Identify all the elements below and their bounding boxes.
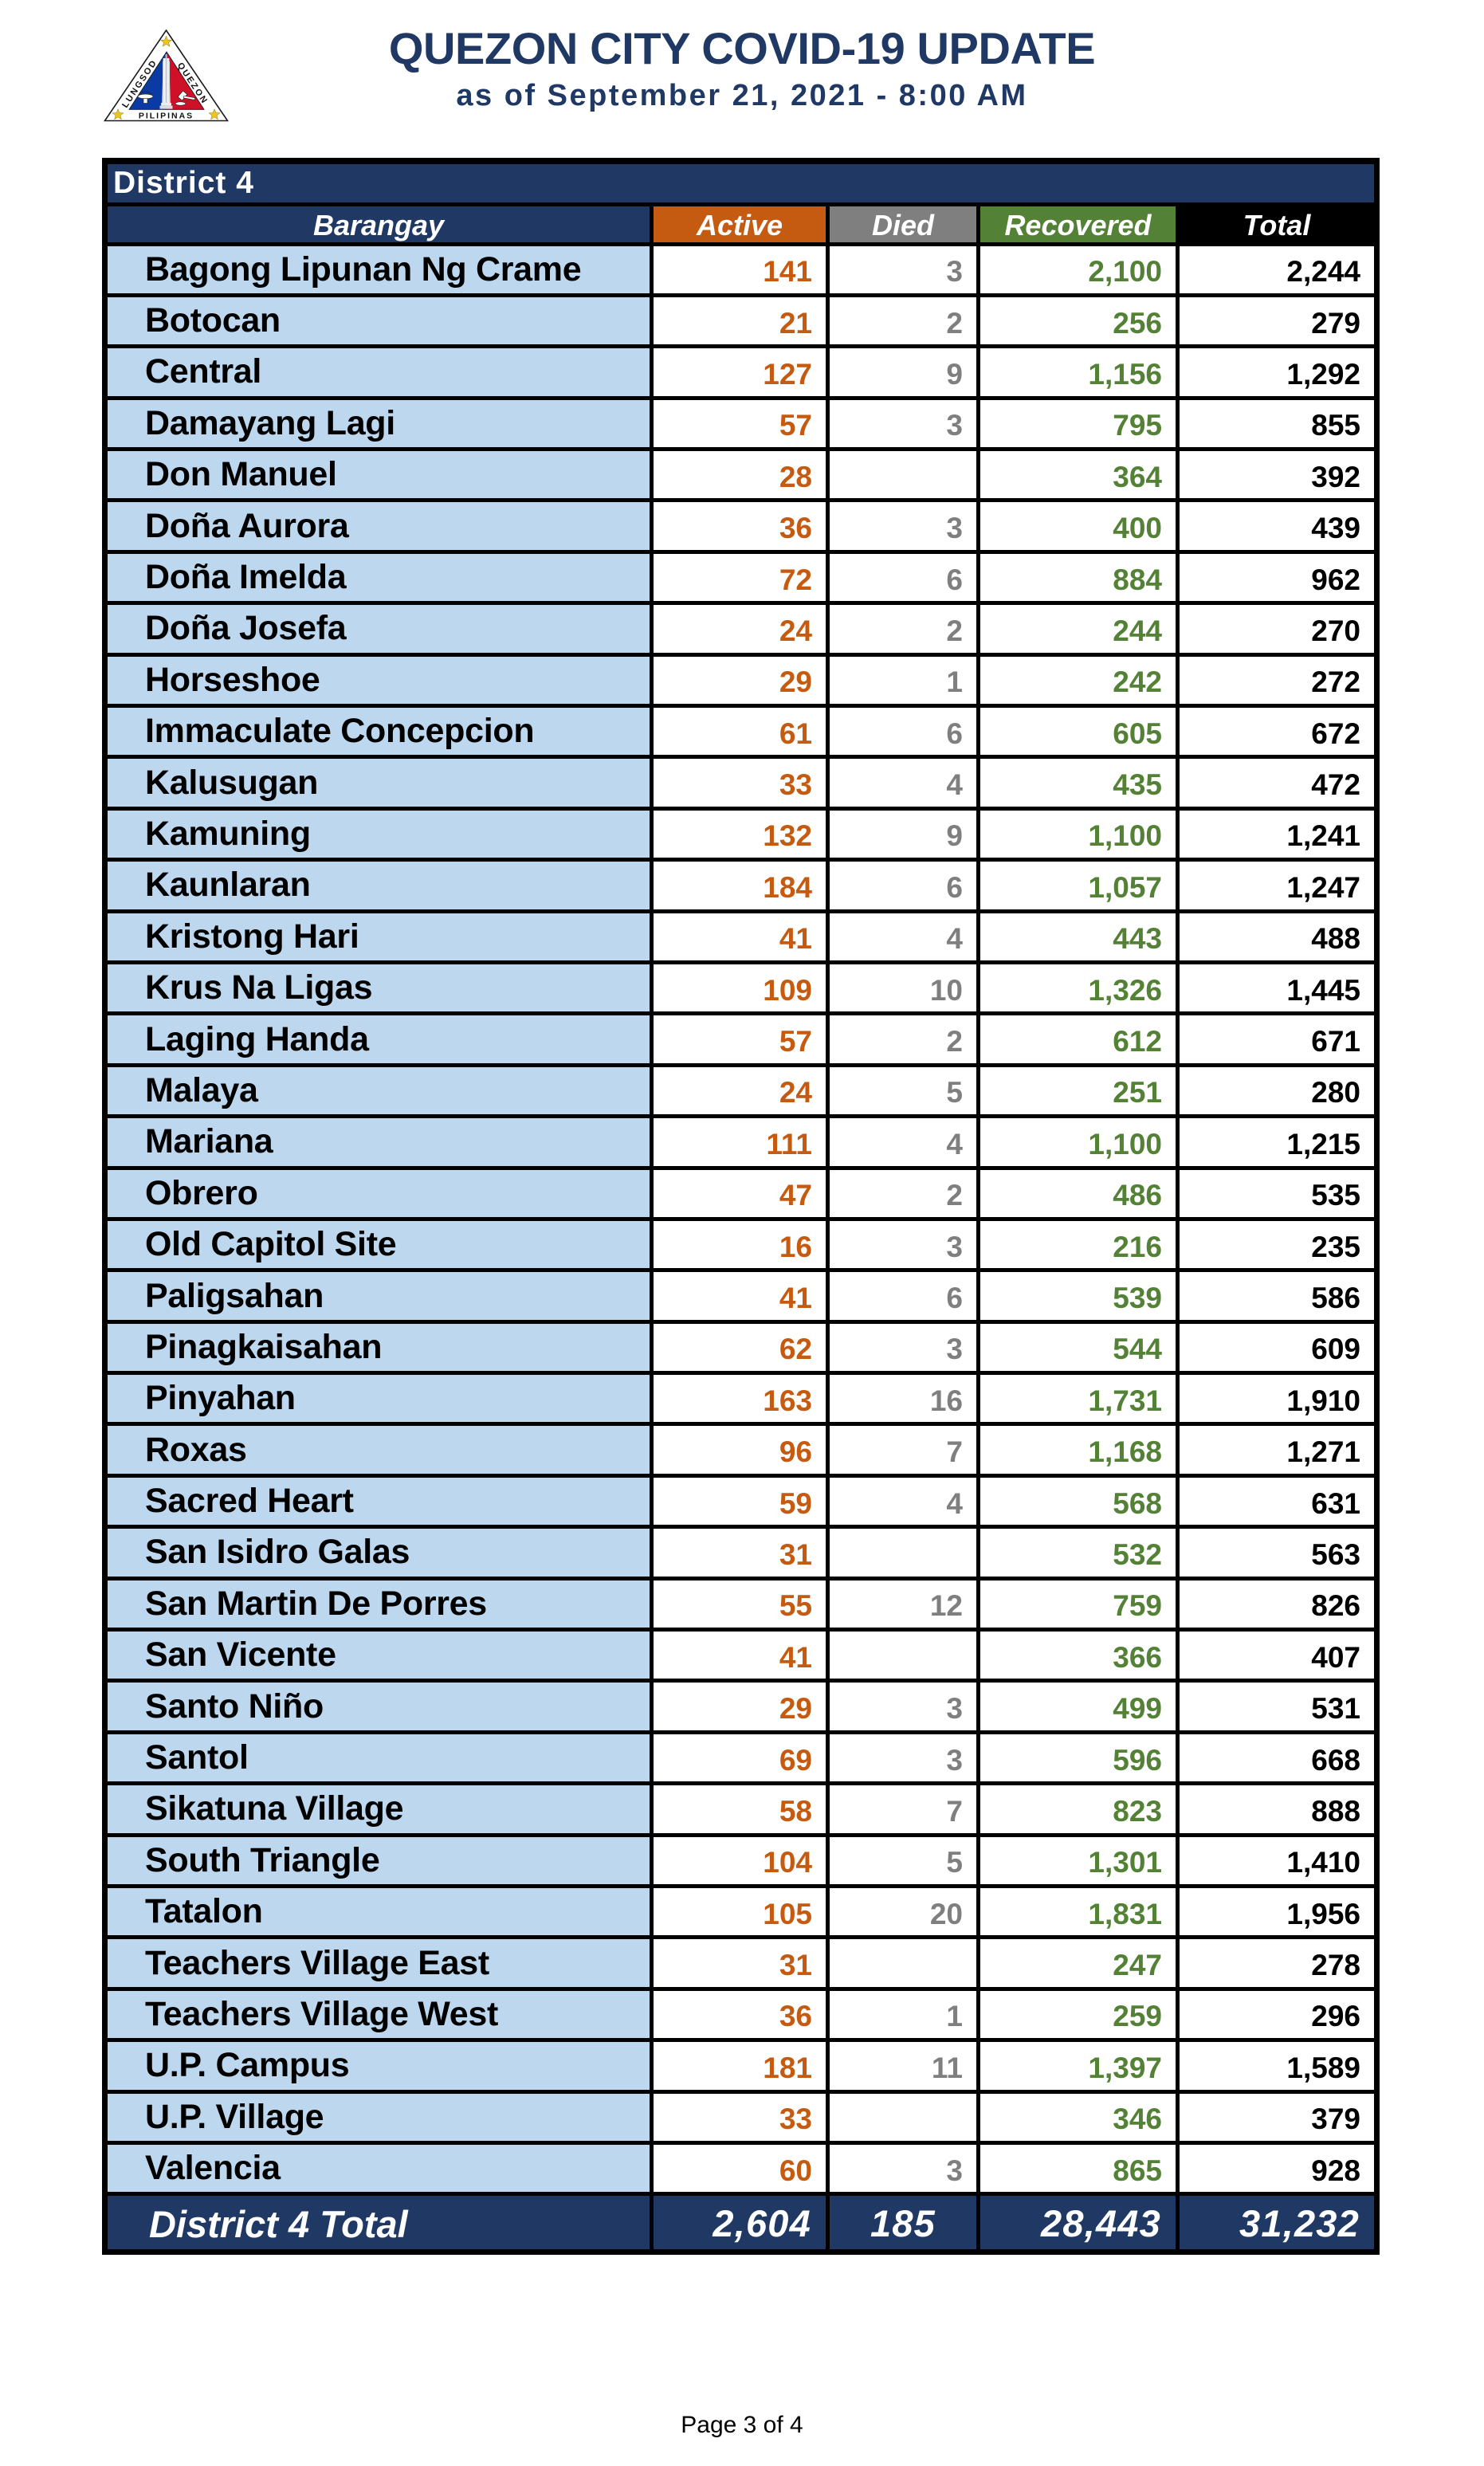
svg-text:PILIPINAS: PILIPINAS xyxy=(139,112,194,121)
